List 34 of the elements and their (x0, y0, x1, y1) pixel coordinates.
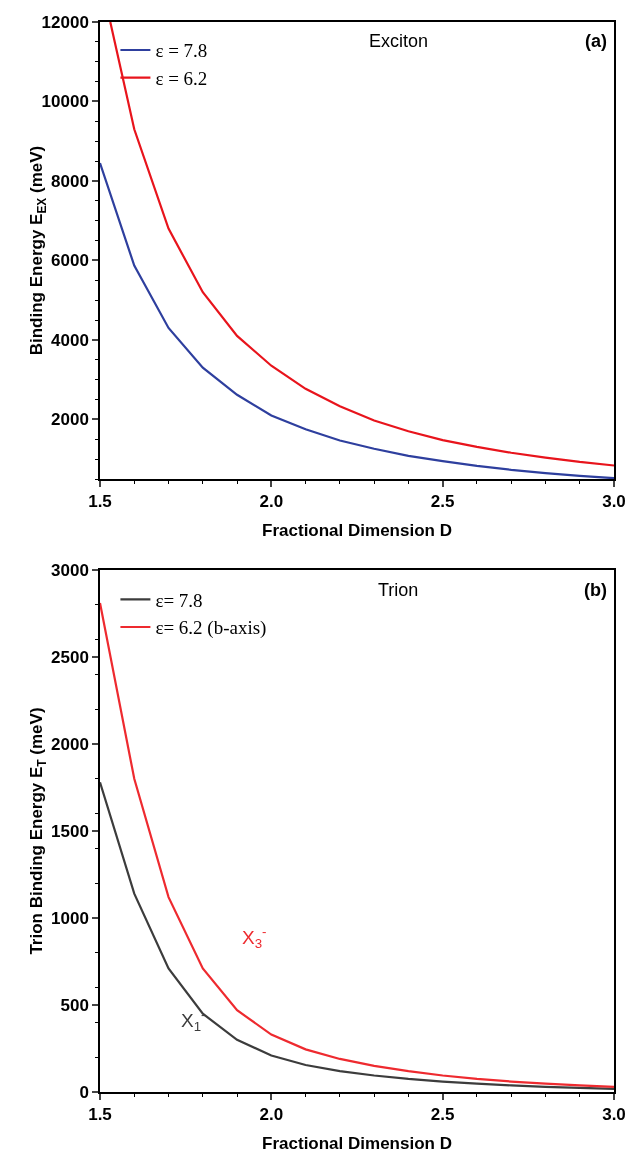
y-tick-label: 1500 (51, 821, 89, 841)
y-tick-label: 12000 (41, 12, 89, 32)
annotation: Exciton (369, 31, 429, 51)
y-tick-label: 4000 (51, 330, 89, 350)
y-tick-label: 3000 (51, 560, 89, 580)
x-tick-label: 2.0 (259, 1105, 284, 1125)
annotation: (b) (584, 580, 607, 600)
y-tick-label: 500 (60, 995, 89, 1015)
y-tick-label: 2500 (51, 647, 89, 667)
annotation: Trion (378, 580, 419, 600)
legend-label: ε = 7.8 (155, 40, 208, 62)
x-axis-title: Fractional Dimension D (262, 1134, 452, 1153)
x-tick-label: 1.5 (88, 1105, 112, 1125)
x-tick-label: 3.0 (602, 1105, 626, 1125)
x-tick-label: 2.5 (430, 492, 455, 512)
legend-label: ε = 6.2 (155, 68, 208, 90)
y-tick-label: 10000 (41, 92, 89, 112)
x-axis-title: Fractional Dimension D (262, 521, 452, 540)
x-tick-label: 2.5 (430, 1105, 455, 1125)
x-tick-label: 1.5 (88, 492, 112, 512)
line-series (109, 22, 614, 467)
line-series (100, 781, 614, 1090)
x-tick-label: 3.0 (602, 492, 626, 512)
legend-label: ε= 7.8 (155, 589, 203, 611)
legend-label: ε= 6.2 (b-axis) (155, 617, 267, 640)
y-tick-label: 8000 (51, 171, 89, 191)
annotation: (a) (585, 31, 607, 51)
y-tick-label: 1000 (51, 908, 89, 928)
y-tick-label: 2000 (51, 410, 89, 430)
x-tick-label: 2.0 (259, 492, 284, 512)
line-series (100, 161, 614, 479)
y-tick-label: 6000 (51, 251, 89, 271)
y-tick-label: 0 (79, 1082, 89, 1102)
y-tick-label: 2000 (51, 734, 89, 754)
